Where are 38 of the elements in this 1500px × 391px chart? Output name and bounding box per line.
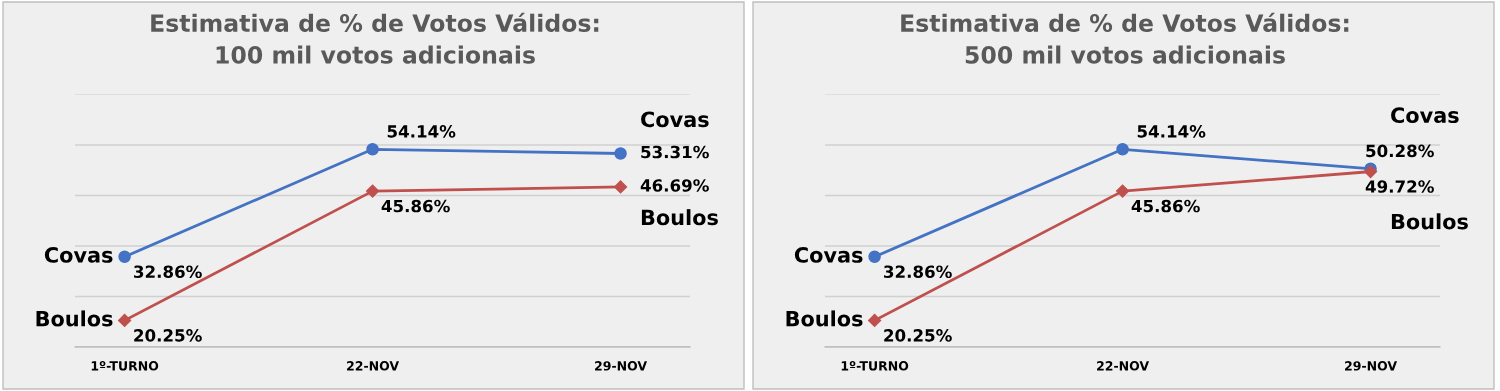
point (366, 143, 379, 156)
point (118, 250, 131, 264)
data-label: 45.86% (1131, 199, 1200, 213)
data-label: 20.25% (134, 329, 202, 342)
series-label: Covas (44, 247, 113, 263)
point (1116, 143, 1129, 156)
data-label: 45.86% (381, 199, 450, 213)
data-label: 32.86% (884, 265, 952, 279)
data-label: 49.72% (1365, 180, 1434, 193)
chart-title: Estimativa de % de Votos Válidos: 500 mil votos adicionais (901, 12, 1349, 64)
data-label: 53.31% (641, 145, 709, 159)
text: Covas (1391, 107, 1459, 124)
point (868, 250, 881, 264)
point (118, 313, 132, 328)
data-label: 46.69% (640, 179, 709, 192)
data-label: 20.25% (884, 329, 952, 342)
text: Covas (641, 111, 709, 128)
x-tick-label: 29-NOV (1345, 361, 1398, 371)
x-tick-label: 1º-TURNO (841, 361, 909, 371)
x-tick-label: 29-NOV (595, 361, 648, 371)
series-label: Boulos (786, 310, 863, 327)
point (614, 147, 627, 160)
point (1115, 184, 1130, 198)
text: Boulos (641, 209, 718, 226)
series-label: Boulos (36, 310, 113, 327)
chart-title: Estimativa de % de Votos Válidos: 100 mil votos adicionais (151, 12, 599, 64)
series-label: Covas (794, 247, 863, 263)
data-label: 54.14% (1137, 125, 1206, 138)
point (868, 313, 882, 328)
data-label: 32.86% (134, 265, 202, 279)
x-tick-label: 22-NOV (1097, 361, 1150, 371)
x-tick-label: 22-NOV (347, 361, 400, 371)
text: Boulos (1391, 213, 1468, 230)
data-label: 54.14% (387, 125, 456, 138)
data-label: 50.28% (1366, 144, 1434, 158)
point (365, 184, 380, 198)
point (613, 180, 628, 194)
x-tick-label: 1º-TURNO (91, 361, 159, 371)
